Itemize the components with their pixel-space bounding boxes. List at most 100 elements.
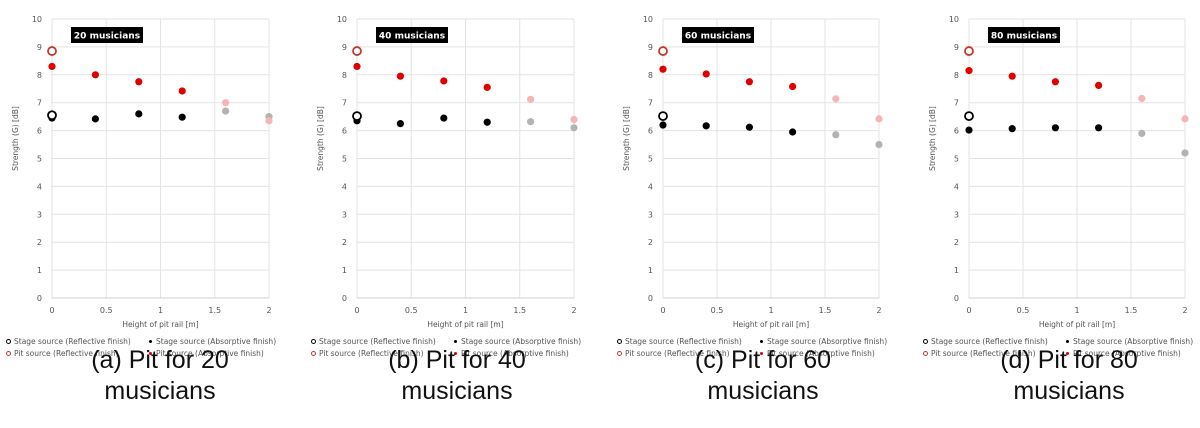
- data-point: [964, 111, 974, 121]
- data-point: [658, 46, 668, 56]
- chart-title-badge: 60 musicians: [682, 27, 754, 43]
- y-tick-label: 0: [954, 294, 959, 303]
- data-point: [965, 67, 973, 75]
- data-point: [47, 46, 57, 56]
- y-tick-label: 1: [954, 266, 959, 275]
- chart-svg: 0 1 2 3 4 5 6 7 8 9 10 0 0.5 1 1.5 2 Strength (G) [dB] He…: [11, 15, 273, 329]
- title-badge-background: [376, 27, 448, 43]
- caption-line-1: (b) Pit for 40: [388, 346, 526, 374]
- x-axis-label: Height of pit rail [m]: [122, 320, 198, 329]
- y-tick-label: 6: [648, 127, 653, 136]
- y-tick-label: 3: [648, 210, 653, 219]
- data-point: [178, 87, 186, 95]
- y-tick-label: 4: [648, 182, 653, 191]
- data-point: [745, 123, 753, 131]
- legend-label: Stage source (Absorptive finish): [461, 337, 582, 346]
- caption-line-1: (d) Pit for 80: [1000, 346, 1138, 374]
- data-point: [48, 62, 56, 71]
- data-point: [265, 117, 273, 125]
- y-tick-label: 5: [37, 155, 42, 164]
- x-tick-label: 1: [463, 306, 468, 315]
- chart-title: 40 musicians: [379, 32, 445, 42]
- legend-label: Stage source (Absorptive finish): [1073, 337, 1194, 346]
- filled-circle-marker-icon: [149, 340, 152, 343]
- data-point: [832, 131, 840, 139]
- x-tick-label: 0: [354, 306, 359, 315]
- y-tick-label: 8: [342, 71, 347, 80]
- legend-item: Stage source (Reflective finish): [923, 337, 1048, 346]
- open-circle-marker-icon: [311, 339, 316, 344]
- data-point: [965, 126, 973, 134]
- x-axis-label: Height of pit rail [m]: [427, 320, 503, 329]
- legend-item: Stage source (Absorptive finish): [453, 337, 581, 346]
- data-point: [745, 78, 753, 86]
- y-tick-label: 7: [37, 99, 42, 108]
- legend-item: Stage source (Absorptive finish): [148, 337, 276, 346]
- x-tick-label: 0: [966, 306, 971, 315]
- legend-item: Stage source (Reflective finish): [617, 337, 742, 346]
- chart-title-badge: 40 musicians: [376, 27, 448, 43]
- chart-panel-c: 0 1 2 3 4 5 6 7 8 9 10 0 0.5 1 1.5 2 Strength (G) [dB] He…: [600, 0, 900, 428]
- y-tick-label: 9: [954, 43, 959, 52]
- chart-title-badge: 80 musicians: [988, 27, 1060, 43]
- data-point: [658, 111, 668, 121]
- data-point: [964, 46, 974, 56]
- legend-item: Pit source (Absorptive finish): [759, 349, 875, 358]
- x-tick-label: 1.5: [513, 306, 526, 315]
- legend-item: Stage source (Reflective finish): [311, 337, 436, 346]
- y-axis-label: Strength (G) [dB]: [928, 106, 937, 171]
- data-point: [1008, 125, 1016, 133]
- y-tick-label: 8: [648, 71, 653, 80]
- x-tick-label: 2: [1182, 306, 1187, 315]
- data-point: [702, 122, 710, 130]
- y-tick-label: 2: [342, 238, 347, 247]
- data-point: [483, 83, 491, 91]
- data-point: [352, 111, 362, 121]
- title-badge-background: [682, 27, 754, 43]
- data-point: [1051, 78, 1059, 86]
- data-point: [527, 118, 535, 126]
- data-point: [789, 128, 797, 136]
- legend-label: Stage source (Reflective finish): [319, 337, 436, 346]
- data-point: [91, 115, 99, 123]
- y-tick-label: 9: [342, 43, 347, 52]
- y-axis-label: Strength (G) [dB]: [11, 106, 20, 171]
- data-point: [1095, 81, 1103, 90]
- chart-title: 60 musicians: [685, 32, 751, 42]
- x-tick-label: 1.5: [819, 306, 832, 315]
- legend-label: Pit source (Reflective finish): [319, 349, 424, 358]
- x-tick-label: 2: [876, 306, 881, 315]
- chart-svg: 0 1 2 3 4 5 6 7 8 9 10 0 0.5 1 1.5 2 Strength (G) [dB] He…: [928, 15, 1189, 329]
- chart-svg: 0 1 2 3 4 5 6 7 8 9 10 0 0.5 1 1.5 2 Strength (G) [dB] He…: [316, 15, 578, 329]
- y-tick-label: 0: [342, 294, 347, 303]
- filled-circle-marker-icon: [1066, 352, 1069, 355]
- data-point: [1138, 94, 1146, 103]
- chart-panel-b: 0 1 2 3 4 5 6 7 8 9 10 0 0.5 1 1.5 2 Strength (G) [dB] He…: [300, 0, 600, 428]
- chart-svg: 0 1 2 3 4 5 6 7 8 9 10 0 0.5 1 1.5 2 Strength (G) [dB] He…: [622, 15, 883, 329]
- data-point: [832, 95, 840, 103]
- legend-label: Pit source (Reflective finish): [931, 349, 1036, 358]
- y-tick-label: 5: [954, 155, 959, 164]
- filled-circle-marker-icon: [760, 340, 763, 343]
- data-point: [875, 140, 883, 149]
- data-point: [135, 78, 143, 86]
- y-tick-label: 0: [37, 294, 42, 303]
- caption-line-2: musicians: [1013, 377, 1125, 405]
- legend-label: Stage source (Reflective finish): [625, 337, 742, 346]
- y-tick-label: 3: [37, 210, 42, 219]
- data-point: [353, 62, 361, 71]
- x-tick-label: 0.5: [711, 306, 724, 315]
- filled-circle-marker-icon: [1066, 340, 1069, 343]
- y-tick-label: 9: [37, 43, 42, 52]
- y-tick-label: 1: [37, 266, 42, 275]
- open-circle-marker-icon: [617, 339, 622, 344]
- y-tick-label: 3: [342, 210, 347, 219]
- open-circle-marker-icon: [6, 339, 11, 344]
- x-tick-label: 0: [49, 306, 54, 315]
- x-tick-label: 1: [768, 306, 773, 315]
- legend-label: Pit source (Reflective finish): [14, 349, 119, 358]
- y-tick-label: 5: [342, 155, 347, 164]
- legend-label: Pit source (Reflective finish): [625, 349, 730, 358]
- figure-caption: (a) Pit for 20 musicians: [10, 345, 310, 407]
- legend-label: Stage source (Reflective finish): [931, 337, 1048, 346]
